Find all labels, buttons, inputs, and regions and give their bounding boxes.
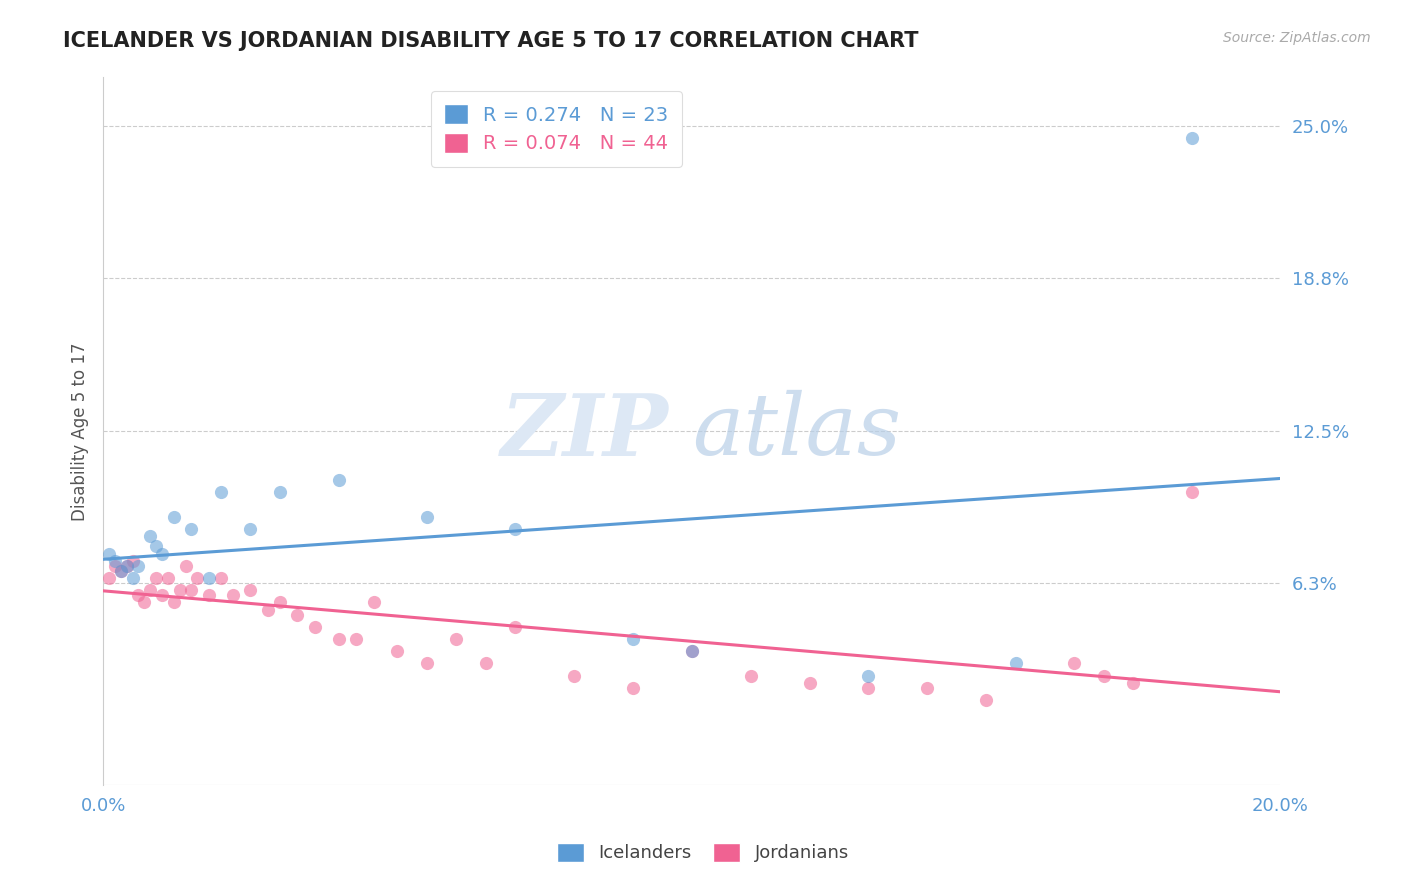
Legend: Icelanders, Jordanians: Icelanders, Jordanians bbox=[550, 836, 856, 870]
Text: Source: ZipAtlas.com: Source: ZipAtlas.com bbox=[1223, 31, 1371, 45]
Point bbox=[209, 571, 232, 585]
Point bbox=[98, 571, 121, 585]
Point bbox=[1181, 131, 1204, 145]
Point bbox=[681, 644, 703, 658]
Point bbox=[269, 595, 291, 609]
Point bbox=[239, 522, 262, 536]
Point bbox=[198, 588, 221, 602]
Legend: R = 0.274   N = 23, R = 0.074   N = 44: R = 0.274 N = 23, R = 0.074 N = 44 bbox=[430, 91, 682, 167]
Point bbox=[562, 668, 585, 682]
Point bbox=[115, 558, 138, 573]
Point bbox=[174, 558, 197, 573]
Point bbox=[446, 632, 468, 646]
Point bbox=[269, 485, 291, 500]
Point bbox=[1063, 657, 1085, 671]
Point bbox=[139, 529, 162, 543]
Point bbox=[134, 595, 156, 609]
Point bbox=[1092, 668, 1115, 682]
Text: atlas: atlas bbox=[692, 390, 901, 473]
Point bbox=[150, 588, 173, 602]
Point bbox=[416, 657, 439, 671]
Point bbox=[198, 571, 221, 585]
Point bbox=[98, 547, 121, 561]
Point bbox=[1181, 485, 1204, 500]
Point bbox=[503, 522, 526, 536]
Point bbox=[858, 668, 880, 682]
Point bbox=[799, 676, 821, 690]
Point bbox=[139, 583, 162, 598]
Point bbox=[180, 522, 202, 536]
Point bbox=[1122, 676, 1144, 690]
Point bbox=[740, 668, 762, 682]
Point bbox=[104, 558, 127, 573]
Point bbox=[858, 681, 880, 695]
Point bbox=[221, 588, 243, 602]
Y-axis label: Disability Age 5 to 17: Disability Age 5 to 17 bbox=[72, 343, 89, 521]
Point bbox=[681, 644, 703, 658]
Point bbox=[239, 583, 262, 598]
Point bbox=[209, 485, 232, 500]
Point bbox=[287, 607, 309, 622]
Point bbox=[186, 571, 208, 585]
Point bbox=[163, 595, 186, 609]
Point bbox=[328, 632, 350, 646]
Point bbox=[917, 681, 939, 695]
Point bbox=[127, 558, 149, 573]
Point bbox=[474, 657, 496, 671]
Text: ZIP: ZIP bbox=[501, 390, 668, 473]
Point bbox=[387, 644, 409, 658]
Point bbox=[104, 554, 127, 568]
Text: ICELANDER VS JORDANIAN DISABILITY AGE 5 TO 17 CORRELATION CHART: ICELANDER VS JORDANIAN DISABILITY AGE 5 … bbox=[63, 31, 918, 51]
Point bbox=[169, 583, 191, 598]
Point bbox=[156, 571, 179, 585]
Point bbox=[328, 473, 350, 487]
Point bbox=[363, 595, 385, 609]
Point bbox=[304, 620, 326, 634]
Point bbox=[974, 693, 997, 707]
Point bbox=[121, 554, 143, 568]
Point bbox=[150, 547, 173, 561]
Point bbox=[344, 632, 367, 646]
Point bbox=[110, 564, 132, 578]
Point bbox=[127, 588, 149, 602]
Point bbox=[621, 632, 644, 646]
Point bbox=[145, 571, 167, 585]
Point bbox=[503, 620, 526, 634]
Point bbox=[416, 509, 439, 524]
Point bbox=[1004, 657, 1026, 671]
Point bbox=[121, 571, 143, 585]
Point bbox=[145, 539, 167, 553]
Point bbox=[110, 564, 132, 578]
Point bbox=[180, 583, 202, 598]
Point bbox=[115, 558, 138, 573]
Point bbox=[621, 681, 644, 695]
Point bbox=[163, 509, 186, 524]
Point bbox=[257, 602, 280, 616]
